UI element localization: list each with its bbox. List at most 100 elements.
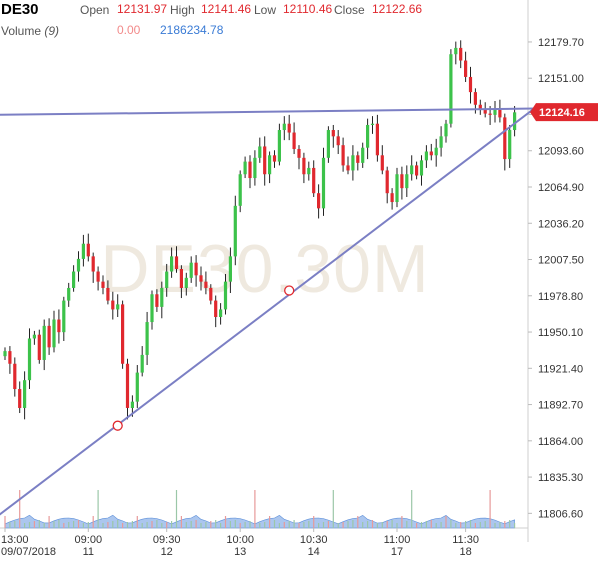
price-tick-label: 11835.30 bbox=[538, 472, 583, 484]
candle-body bbox=[130, 401, 134, 408]
date-tick-label: 11 bbox=[83, 546, 94, 558]
candle-body bbox=[27, 338, 32, 381]
date-tick-label: 12 bbox=[161, 546, 173, 558]
candle-body bbox=[125, 363, 130, 408]
candle-body bbox=[223, 281, 228, 310]
candle-body bbox=[351, 155, 355, 171]
current-price-label: 12124.16 bbox=[539, 107, 585, 119]
time-tick-label: 11:00 bbox=[384, 534, 411, 546]
candle-body bbox=[170, 256, 174, 272]
volume-value-2: 2186234.78 bbox=[160, 23, 224, 37]
candle-body bbox=[47, 325, 51, 348]
candle-body bbox=[268, 155, 272, 175]
volume-label-text: Volume bbox=[1, 24, 42, 38]
candle-body bbox=[214, 300, 218, 318]
candle-body bbox=[155, 294, 159, 307]
candle-body bbox=[189, 262, 193, 278]
time-tick-label: 13:00 bbox=[1, 534, 29, 546]
close-value: 12122.66 bbox=[372, 2, 423, 16]
candle-body bbox=[204, 281, 208, 288]
price-tick-label: 12151.00 bbox=[538, 73, 584, 85]
volume-label: Volume (9) bbox=[1, 24, 59, 38]
date-tick-label: 18 bbox=[459, 546, 471, 558]
candle-body bbox=[513, 112, 517, 131]
candle-body bbox=[23, 380, 27, 408]
trendline-anchor-marker bbox=[284, 285, 295, 296]
support-trendline bbox=[0, 107, 535, 516]
time-tick-label: 09:30 bbox=[153, 534, 181, 546]
price-tick-label: 12007.50 bbox=[538, 255, 584, 267]
candle-body bbox=[13, 363, 17, 390]
date-tick-label: 13 bbox=[234, 546, 246, 558]
price-tick-label: 11806.60 bbox=[538, 508, 583, 520]
candle-body bbox=[101, 281, 105, 288]
candle-body bbox=[366, 124, 370, 148]
low-value: 12110.46 bbox=[283, 2, 333, 16]
candle-body bbox=[405, 174, 409, 189]
candle-body bbox=[429, 151, 433, 156]
candle-body bbox=[62, 300, 66, 333]
candle-body bbox=[375, 123, 379, 156]
candle-body bbox=[111, 300, 115, 310]
candle-body bbox=[434, 147, 438, 156]
date-tick-label: 09/07/2018 bbox=[1, 546, 56, 558]
open-label: Open bbox=[80, 3, 110, 17]
candle-body bbox=[380, 155, 384, 171]
candle-body bbox=[42, 325, 46, 360]
high-value: 12141.46 bbox=[201, 2, 252, 16]
volume-period: (9) bbox=[44, 24, 60, 38]
candle-body bbox=[336, 136, 340, 146]
time-tick-label: 10:30 bbox=[300, 534, 328, 546]
price-tick-label: 11892.70 bbox=[538, 400, 583, 412]
candle-body bbox=[503, 117, 507, 160]
symbol-watermark: DE30.30M bbox=[100, 231, 429, 307]
candle-body bbox=[233, 205, 237, 257]
candle-body bbox=[439, 136, 443, 148]
candle-body bbox=[184, 277, 188, 288]
candle-body bbox=[297, 148, 301, 158]
candle-body bbox=[331, 130, 335, 137]
candle-body bbox=[321, 157, 326, 209]
candle-body bbox=[81, 243, 85, 259]
candle-body bbox=[150, 294, 154, 323]
current-price-tag bbox=[530, 103, 598, 122]
candle-body bbox=[287, 123, 291, 133]
candle-body bbox=[3, 351, 7, 357]
candle-body bbox=[419, 160, 424, 176]
candle-body bbox=[508, 130, 512, 160]
candle-body bbox=[385, 170, 389, 194]
candle-body bbox=[493, 109, 497, 115]
candle-body bbox=[277, 130, 281, 162]
candle-body bbox=[464, 60, 468, 77]
candle-body bbox=[145, 322, 149, 355]
candle-body bbox=[449, 54, 453, 124]
price-tick-label: 11978.80 bbox=[538, 291, 583, 303]
candle-body bbox=[228, 256, 232, 282]
candle-body bbox=[307, 167, 311, 175]
candle-body bbox=[8, 351, 12, 364]
candle-body bbox=[395, 174, 399, 203]
candle-body bbox=[483, 108, 487, 114]
time-tick-label: 11:30 bbox=[452, 534, 479, 546]
candle-body bbox=[86, 243, 90, 257]
candle-body bbox=[498, 109, 502, 118]
candle-body bbox=[140, 354, 144, 373]
candle-body bbox=[96, 271, 100, 282]
low-label: Low bbox=[254, 3, 277, 17]
candle-body bbox=[424, 151, 428, 161]
candle-body bbox=[67, 287, 71, 301]
close-label: Close bbox=[334, 3, 365, 17]
candle-body bbox=[32, 334, 36, 339]
candle-body bbox=[326, 130, 330, 158]
candle-body bbox=[356, 155, 360, 163]
price-tick-label: 11950.10 bbox=[538, 327, 583, 339]
candle-body bbox=[57, 319, 61, 333]
candle-body bbox=[454, 47, 458, 55]
open-value: 12131.97 bbox=[117, 2, 168, 16]
volume-value-1: 0.00 bbox=[117, 23, 141, 37]
candle-body bbox=[282, 123, 286, 131]
candle-body bbox=[76, 258, 81, 272]
candle-body bbox=[473, 92, 477, 105]
candle-body bbox=[415, 165, 419, 176]
